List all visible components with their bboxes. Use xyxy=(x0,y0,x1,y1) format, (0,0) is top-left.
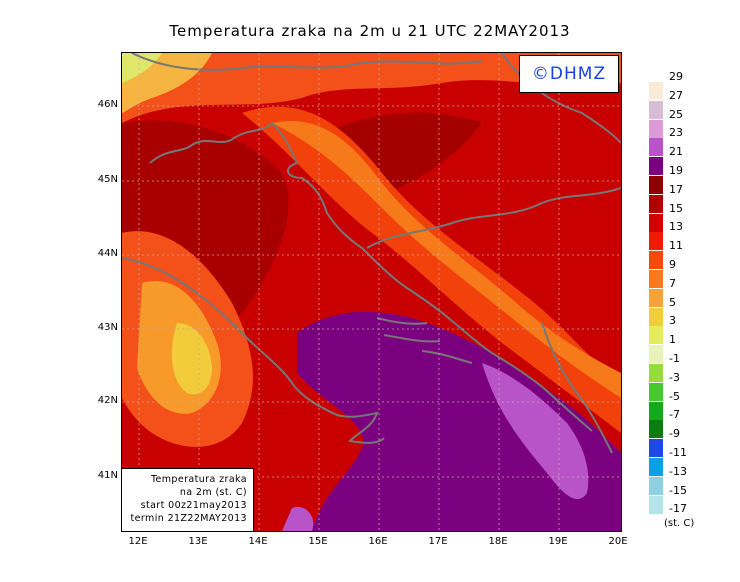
lon-label-14e: 14E xyxy=(248,536,268,547)
info-line-level: na 2m (st. C) xyxy=(179,487,247,498)
sea-warm-zone xyxy=(482,363,589,500)
legend-color-swatch xyxy=(649,176,663,194)
legend-label: 25 xyxy=(669,107,683,121)
legend-color-swatch xyxy=(649,100,663,119)
legend-label: -9 xyxy=(669,427,680,441)
legend-color-swatch xyxy=(649,232,663,251)
orange-band-alps xyxy=(122,53,621,123)
temperature-map: ©DHMZ Temperatura zraka na 2m (st. C) st… xyxy=(121,52,622,532)
coastline-italy xyxy=(122,257,385,444)
legend-label: 9 xyxy=(669,258,676,271)
legend-label: -15 xyxy=(669,483,687,497)
legend-label: 17 xyxy=(669,182,683,196)
legend-color-swatch xyxy=(649,213,663,232)
lat-label-43n: 43N xyxy=(97,322,118,333)
legend-label: 23 xyxy=(669,126,683,140)
legend-color-swatch xyxy=(649,495,663,514)
legend-label: 7 xyxy=(669,276,676,290)
legend-label: 15 xyxy=(669,201,683,215)
legend-label: -17 xyxy=(669,502,687,516)
info-line-variable: Temperatura zraka xyxy=(150,474,247,485)
legend-color-swatch xyxy=(649,420,663,439)
yellow-zone-italy xyxy=(171,323,212,395)
legend-label: -11 xyxy=(669,446,687,459)
legend-label: -1 xyxy=(669,352,680,365)
dhmz-watermark: ©DHMZ xyxy=(519,55,619,93)
lon-label-20e: 20E xyxy=(608,536,628,547)
legend-color-swatch xyxy=(649,382,663,401)
sea-warm-zone-south xyxy=(282,507,314,531)
coastline-croatia xyxy=(149,121,593,432)
lon-label-16e: 16E xyxy=(368,536,388,547)
lat-label-45n: 45N xyxy=(97,174,118,185)
map-title: Temperatura zraka na 2m u 21 UTC 22MAY20… xyxy=(169,22,571,40)
border-line-bosnia xyxy=(366,187,621,249)
legend-label: 11 xyxy=(669,239,683,253)
legend-color-swatch xyxy=(649,458,663,476)
legend-color-swatch xyxy=(649,194,663,213)
legend-label: -13 xyxy=(669,464,687,478)
lon-label-19e: 19E xyxy=(548,536,568,547)
legend-color-swatch xyxy=(649,476,663,495)
lat-label-46n: 46N xyxy=(97,99,118,110)
legend-color-swatch xyxy=(649,439,663,458)
legend-units: (st. C) xyxy=(664,518,695,529)
sea-purple-zone xyxy=(297,311,621,531)
legend-label: 29 xyxy=(669,70,683,83)
lon-label-12e: 12E xyxy=(128,536,148,547)
forecast-info-box: Temperatura zraka na 2m (st. C) start 00… xyxy=(122,468,254,531)
lat-label-42n: 42N xyxy=(97,395,118,406)
legend-color-swatch xyxy=(649,326,663,345)
legend-color-swatch xyxy=(649,119,663,138)
graticule xyxy=(122,53,621,531)
legend-label: 5 xyxy=(669,295,676,309)
border-line-montenegro xyxy=(541,322,613,454)
lat-label-44n: 44N xyxy=(97,248,118,259)
info-line-start: start 00z21may2013 xyxy=(140,500,247,511)
coastline-islands xyxy=(376,317,473,364)
orange-band-dinaric xyxy=(242,106,621,433)
legend-color-swatch xyxy=(649,157,663,176)
legend-label: 21 xyxy=(669,145,683,159)
legend-label: 13 xyxy=(669,220,683,234)
lon-label-13e: 13E xyxy=(188,536,208,547)
legend-color-swatch xyxy=(649,288,663,307)
legend-label: 19 xyxy=(669,164,683,177)
legend-color-swatch xyxy=(649,307,663,326)
legend-color-swatch xyxy=(649,364,663,382)
lon-label-18e: 18E xyxy=(488,536,508,547)
lat-label-41n: 41N xyxy=(97,470,118,481)
lon-label-15e: 15E xyxy=(308,536,328,547)
legend-label: -7 xyxy=(669,408,680,422)
legend-label: 27 xyxy=(669,88,683,102)
legend-label: 1 xyxy=(669,333,676,347)
legend-label: -5 xyxy=(669,389,680,403)
legend-color-swatch xyxy=(649,82,663,100)
legend-label: -3 xyxy=(669,370,680,384)
legend-color-swatch xyxy=(649,401,663,420)
legend-color-swatch xyxy=(649,345,663,364)
legend-label: 3 xyxy=(669,314,676,328)
legend-color-swatch xyxy=(649,270,663,288)
legend-color-swatch xyxy=(649,251,663,270)
info-line-termin: termin 21Z22MAY2013 xyxy=(130,513,247,524)
lon-label-17e: 17E xyxy=(428,536,448,547)
temperature-field xyxy=(122,53,621,531)
legend-color-swatch xyxy=(649,138,663,157)
